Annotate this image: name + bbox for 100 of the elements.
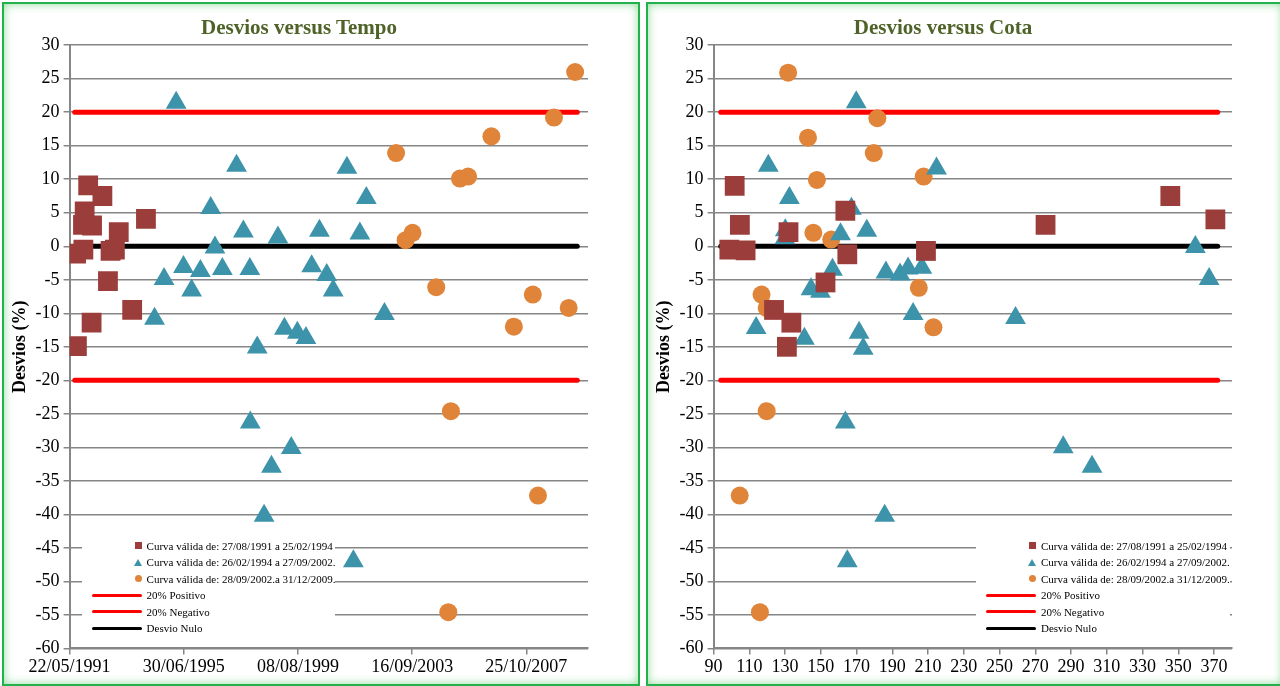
point xyxy=(108,222,129,243)
point xyxy=(239,257,261,276)
point xyxy=(909,278,928,297)
y-tick-label: -35 xyxy=(35,469,60,490)
point xyxy=(868,109,887,128)
x-tick-label: 210 xyxy=(914,655,942,676)
y-tick-label: -25 xyxy=(35,402,60,423)
point xyxy=(729,214,750,235)
point xyxy=(374,301,395,320)
point xyxy=(804,223,823,242)
point xyxy=(776,336,797,357)
y-tick-label: -10 xyxy=(679,302,704,323)
y-tick-label: -15 xyxy=(679,335,704,356)
x-tick-label: 25/10/2007 xyxy=(485,655,568,676)
point xyxy=(807,170,826,189)
point xyxy=(1052,435,1074,454)
x-tick-label: 190 xyxy=(878,655,906,676)
y-tick-label: 15 xyxy=(41,134,60,155)
y-tick-label: 0 xyxy=(694,235,704,255)
legend-label: 20% Positivo xyxy=(1041,589,1100,602)
y-tick-label: -50 xyxy=(35,570,60,591)
point xyxy=(559,298,578,317)
point xyxy=(544,108,563,127)
point xyxy=(764,300,784,320)
y-tick-label: 20 xyxy=(41,100,60,121)
legend-label: Curva válida de: 27/08/1991 a 25/02/1994 xyxy=(1041,539,1228,552)
point xyxy=(200,196,222,215)
point xyxy=(924,318,943,337)
point xyxy=(181,278,203,297)
point xyxy=(830,222,851,241)
x-tick-label: 270 xyxy=(1021,655,1049,676)
y-tick-label: 30 xyxy=(685,33,704,54)
point xyxy=(211,257,233,276)
point xyxy=(724,176,745,196)
y-axis-title: Desvios (%) xyxy=(9,300,31,394)
y-tick-label: 15 xyxy=(685,134,704,155)
y-tick-label: -45 xyxy=(35,536,60,557)
point xyxy=(735,240,756,261)
point xyxy=(1035,214,1056,235)
point xyxy=(82,215,102,236)
point xyxy=(98,271,118,292)
point xyxy=(1005,305,1026,324)
point xyxy=(295,326,317,345)
y-tick-label: 10 xyxy=(685,167,704,188)
point xyxy=(322,278,344,297)
legend-label: Curva válida de: 28/09/2002.a 31/12/2009. xyxy=(146,572,336,585)
x-tick-label: 370 xyxy=(1200,655,1228,676)
x-tick-label: 230 xyxy=(950,655,978,676)
y-tick-label: 5 xyxy=(50,201,60,222)
y-tick-label: 0 xyxy=(50,235,60,255)
legend-label: Desvio Nulo xyxy=(1041,622,1097,635)
point xyxy=(239,410,261,429)
legend-label: Curva válida de: 26/02/1994 a 27/09/2002. xyxy=(146,556,336,569)
legend-label: Desvio Nulo xyxy=(146,622,203,635)
y-tick-label: 5 xyxy=(694,201,704,222)
y-tick-label: -10 xyxy=(35,302,60,323)
point xyxy=(81,312,102,333)
y-tick-label: 30 xyxy=(41,33,60,54)
y-tick-label: -55 xyxy=(35,603,60,624)
point xyxy=(316,263,338,282)
y-tick-label: 20 xyxy=(685,100,704,121)
point xyxy=(781,312,802,333)
x-tick-label: 110 xyxy=(736,655,763,676)
x-tick-label: 350 xyxy=(1164,655,1192,676)
y-tick-label: -20 xyxy=(35,369,60,390)
x-tick-label: 30/06/1995 xyxy=(142,655,225,676)
x-tick-label: 310 xyxy=(1093,655,1121,676)
legend-label: 20% Positivo xyxy=(146,589,206,602)
point xyxy=(274,316,295,335)
y-tick-label: -30 xyxy=(679,436,704,457)
point xyxy=(246,335,268,354)
y-tick-label: -5 xyxy=(688,268,704,289)
x-tick-label: 290 xyxy=(1057,655,1085,676)
point xyxy=(1081,454,1103,473)
y-tick-label: -30 xyxy=(35,436,60,457)
x-tick-label: 130 xyxy=(771,655,799,676)
point xyxy=(1205,209,1226,230)
x-tick-label: 170 xyxy=(843,655,871,676)
point xyxy=(1160,186,1181,206)
point xyxy=(916,241,936,261)
legend-label: Curva válida de: 26/02/1994 a 27/09/2002. xyxy=(1041,556,1230,569)
point xyxy=(794,326,815,345)
x-tick-label: 150 xyxy=(807,655,835,676)
point xyxy=(836,549,858,568)
point xyxy=(848,320,870,339)
point xyxy=(523,285,542,304)
x-tick-label: 16/09/2003 xyxy=(371,655,454,676)
x-tick-label: 90 xyxy=(704,655,723,676)
point xyxy=(342,549,364,568)
point xyxy=(779,186,800,205)
point xyxy=(73,239,94,260)
point xyxy=(387,144,406,163)
y-tick-label: -60 xyxy=(35,637,60,658)
point xyxy=(852,336,874,355)
y-tick-label: -40 xyxy=(679,503,704,524)
y-tick-label: -5 xyxy=(44,268,60,289)
point xyxy=(301,254,323,273)
point xyxy=(504,317,523,336)
point xyxy=(834,410,856,429)
point xyxy=(815,272,836,293)
